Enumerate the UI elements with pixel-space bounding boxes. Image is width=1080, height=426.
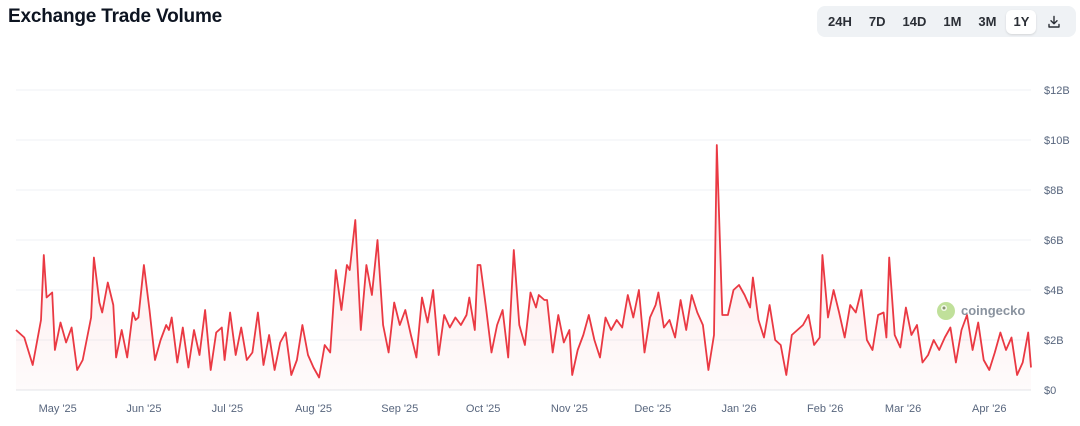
y-tick-label: $12B (1044, 85, 1070, 97)
range-1m-button[interactable]: 1M (943, 14, 962, 29)
y-tick-label: $8B (1044, 185, 1064, 197)
y-tick-label: $10B (1044, 135, 1070, 147)
series-area (16, 145, 1031, 390)
x-tick-label: Jun '25 (126, 403, 161, 415)
range-1y-button[interactable]: 1Y (1006, 9, 1037, 34)
time-range-selector: 24H 7D 14D 1M 3M 1Y (817, 6, 1076, 37)
y-axis-ticks: $0 $2B $4B $6B $8B $10B $12B (1044, 85, 1070, 397)
range-7d-button[interactable]: 7D (868, 14, 886, 29)
watermark-text: coingecko (961, 303, 1025, 318)
download-icon (1048, 15, 1061, 28)
download-button[interactable] (1041, 10, 1067, 34)
range-24h-button[interactable]: 24H (828, 14, 852, 29)
x-axis-ticks: May '25 Jun '25 Jul '25 Aug '25 Sep '25 Oct '… (39, 403, 1007, 415)
x-tick-label: Feb '26 (807, 403, 843, 415)
y-tick-label: $4B (1044, 285, 1064, 297)
coingecko-watermark: coingecko (937, 302, 1025, 320)
x-tick-label: Oct '25 (466, 403, 501, 415)
x-tick-label: Nov '25 (551, 403, 588, 415)
x-tick-label: Sep '25 (381, 403, 418, 415)
series-volume (15, 144, 1032, 390)
x-tick-label: Dec '25 (634, 403, 671, 415)
x-tick-label: Apr '26 (972, 403, 1007, 415)
range-3m-button[interactable]: 3M (978, 14, 997, 29)
x-tick-label: May '25 (39, 403, 77, 415)
range-14d-button[interactable]: 14D (902, 14, 927, 29)
y-tick-label: $6B (1044, 235, 1064, 247)
page-title: Exchange Trade Volume (8, 6, 223, 27)
gecko-logo-icon (937, 302, 955, 320)
x-tick-label: Jul '25 (212, 403, 243, 415)
y-tick-label: $2B (1044, 335, 1064, 347)
series-line (15, 144, 1032, 379)
x-tick-label: Mar '26 (885, 403, 921, 415)
x-tick-label: Jan '26 (721, 403, 756, 415)
x-tick-label: Aug '25 (295, 403, 332, 415)
y-tick-label: $0 (1044, 385, 1056, 397)
